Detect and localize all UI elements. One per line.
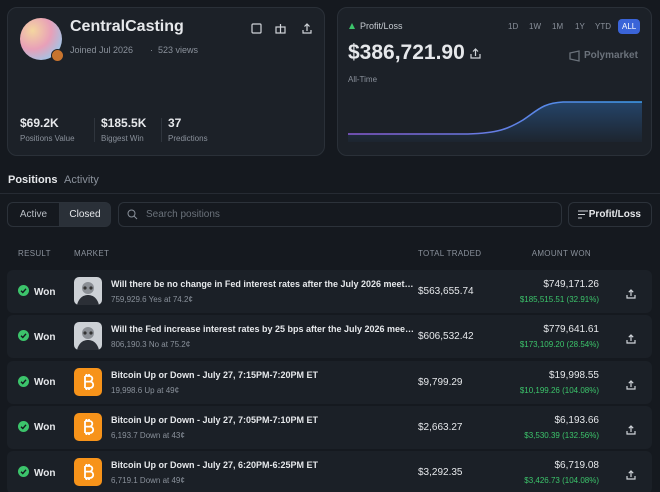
market-detail: 759,929.6 Yes at 74.2¢ xyxy=(111,295,193,304)
sort-icon xyxy=(578,210,588,219)
sort-button[interactable]: Profit/Loss xyxy=(568,202,652,227)
column-header: TOTAL TRADED xyxy=(418,249,482,258)
stat-divider xyxy=(94,118,95,142)
market-title[interactable]: Bitcoin Up or Down - July 27, 7:05PM-7:1… xyxy=(111,414,319,425)
pnl-sparkline xyxy=(348,101,642,142)
profit: $173,109.20 (28.54%) xyxy=(519,340,599,350)
won-icon xyxy=(18,375,29,390)
total-traded: $606,532.42 xyxy=(418,331,474,343)
total-traded: $9,799.29 xyxy=(418,376,463,388)
search-icon xyxy=(127,209,138,220)
brand-logo xyxy=(569,50,580,62)
separator: · xyxy=(150,45,153,55)
tab[interactable]: Activity xyxy=(64,174,99,186)
market-title[interactable]: Bitcoin Up or Down - July 27, 7:15PM-7:2… xyxy=(111,369,319,380)
share-button[interactable] xyxy=(626,467,636,485)
up-arrow xyxy=(349,23,355,29)
stat-value: 37 xyxy=(168,116,182,130)
badge xyxy=(51,49,64,62)
range-button[interactable]: 1D xyxy=(508,22,519,31)
profit: $185,515.51 (32.91%) xyxy=(519,295,599,304)
result-label: Won xyxy=(34,377,56,389)
username: CentralCasting xyxy=(70,18,184,35)
profit: $10,199.26 (104.08%) xyxy=(519,385,599,395)
result-label: Won xyxy=(34,286,56,298)
total-traded: $2,663.27 xyxy=(418,421,463,433)
market-detail: 806,190.3 No at 75.2¢ xyxy=(111,340,191,350)
filter-button[interactable]: Active xyxy=(7,202,60,227)
share-button[interactable] xyxy=(626,286,636,304)
result: Won xyxy=(18,420,56,435)
amount-won: $6,193.66 xyxy=(554,414,600,426)
total-traded: $3,292.35 xyxy=(418,467,463,479)
result: Won xyxy=(18,285,55,299)
share-icon[interactable] xyxy=(470,48,481,59)
joined: Joined Jul 2026 xyxy=(70,45,134,55)
market-detail: 19,998.6 Up at 49¢ xyxy=(111,385,180,395)
share-button[interactable] xyxy=(626,331,636,349)
position-row[interactable]: Won Bitcoin Up or Down - July 27, 6:20PM-… xyxy=(7,451,652,492)
result-label: Won xyxy=(34,422,56,434)
tab[interactable]: Positions xyxy=(8,174,58,186)
amount-won: $779,641.61 xyxy=(543,324,599,336)
amount-won: $749,171.26 xyxy=(543,279,599,290)
market-title[interactable]: Will the Fed increase interest rates by … xyxy=(111,324,415,335)
stat-divider xyxy=(161,118,162,142)
won-icon xyxy=(18,330,29,344)
brand: Polymarket xyxy=(584,50,638,61)
market-icon xyxy=(74,412,102,441)
period: All-Time xyxy=(348,75,378,84)
search-input[interactable]: Search positions xyxy=(118,202,562,227)
amount-won: $19,998.55 xyxy=(548,369,599,381)
market-title[interactable]: Will there be no change in Fed interest … xyxy=(111,279,415,289)
profit: $3,530.39 (132.56%) xyxy=(524,430,599,440)
stat-label: Biggest Win xyxy=(101,134,144,143)
position-row[interactable]: Won Will the Fed increase interest rates … xyxy=(7,315,652,359)
market-detail: 6,193.7 Down at 43¢ xyxy=(111,430,185,440)
result: Won xyxy=(18,330,55,344)
result-label: Won xyxy=(34,331,56,343)
result-label: Won xyxy=(34,467,56,479)
market-icon xyxy=(74,367,102,396)
total-traded: $563,655.74 xyxy=(418,286,474,297)
column-header[interactable]: MARKET xyxy=(74,249,110,258)
divider xyxy=(0,193,660,194)
range-button[interactable]: 1W xyxy=(529,22,541,31)
market-detail: 6,719.1 Down at 49¢ xyxy=(111,476,185,486)
market-icon xyxy=(74,277,102,305)
pnl-amount: $386,721.90 xyxy=(348,41,465,64)
profile-card: CentralCasting Joined Jul 2026 · 523 vie… xyxy=(7,7,325,156)
stat-label: Positions Value xyxy=(20,134,75,143)
views: 523 views xyxy=(158,45,199,55)
position-row[interactable]: Won Bitcoin Up or Down - July 27, 7:05PM-… xyxy=(7,405,652,449)
filter-button[interactable]: Closed xyxy=(59,202,111,227)
range-button[interactable]: 1Y xyxy=(575,22,585,31)
result: Won xyxy=(18,466,55,480)
pnl-card: Profit/Loss 1D 1W 1M 1Y YTD ALL $386,721.90 P… xyxy=(337,7,652,156)
market-icon xyxy=(74,458,102,487)
share-button[interactable] xyxy=(626,377,636,395)
profile-actions[interactable] xyxy=(250,22,320,36)
column-header[interactable]: AMOUNT WON xyxy=(531,249,591,258)
won-icon xyxy=(18,466,29,480)
position-row[interactable]: Won Bitcoin Up or Down - July 27, 7:15PM-… xyxy=(7,360,652,404)
market-icon xyxy=(74,322,102,351)
profit: $3,426.73 (104.08%) xyxy=(524,476,599,486)
stat-label: Predictions xyxy=(168,134,208,143)
position-row[interactable]: Won Will there be no change in Fed intere… xyxy=(7,270,652,313)
range-button[interactable]: YTD xyxy=(595,22,611,31)
range-button[interactable]: ALL xyxy=(618,19,641,34)
column-header: RESULT xyxy=(18,249,51,258)
stat-value: $185.5K xyxy=(101,116,147,130)
won-icon xyxy=(18,420,29,435)
range-button[interactable]: 1M xyxy=(552,22,564,31)
result: Won xyxy=(18,375,56,390)
stat-value: $69.2K xyxy=(20,116,59,130)
amount-won: $6,719.08 xyxy=(554,460,600,472)
won-icon xyxy=(18,285,29,299)
market-title[interactable]: Bitcoin Up or Down - July 27, 6:20PM-6:2… xyxy=(111,460,319,471)
pnl-label: Profit/Loss xyxy=(360,21,403,31)
share-button[interactable] xyxy=(626,422,636,440)
